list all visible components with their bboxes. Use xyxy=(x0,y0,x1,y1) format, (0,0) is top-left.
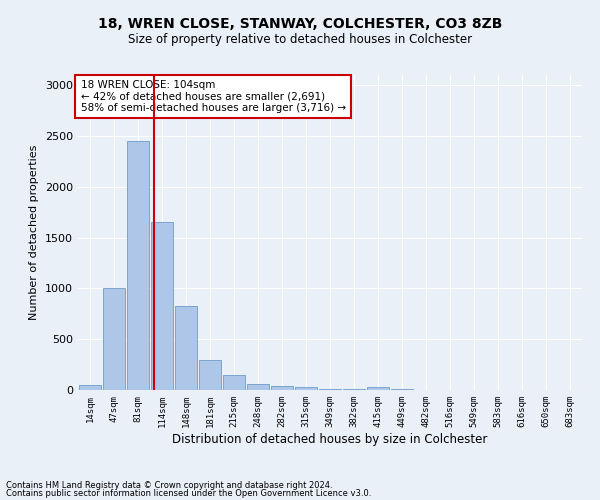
Text: Size of property relative to detached houses in Colchester: Size of property relative to detached ho… xyxy=(128,32,472,46)
Bar xyxy=(271,386,293,390)
Text: 18 WREN CLOSE: 104sqm
← 42% of detached houses are smaller (2,691)
58% of semi-d: 18 WREN CLOSE: 104sqm ← 42% of detached … xyxy=(80,80,346,113)
Bar xyxy=(127,141,149,390)
Bar xyxy=(247,384,269,390)
Text: 18, WREN CLOSE, STANWAY, COLCHESTER, CO3 8ZB: 18, WREN CLOSE, STANWAY, COLCHESTER, CO3… xyxy=(98,18,502,32)
Bar xyxy=(295,387,317,390)
Text: Contains public sector information licensed under the Open Government Licence v3: Contains public sector information licen… xyxy=(6,488,371,498)
Bar xyxy=(223,375,245,390)
Bar xyxy=(79,385,101,390)
Y-axis label: Number of detached properties: Number of detached properties xyxy=(29,145,40,320)
Bar xyxy=(151,222,173,390)
Bar xyxy=(199,360,221,390)
Bar xyxy=(103,288,125,390)
Bar xyxy=(367,387,389,390)
Text: Contains HM Land Registry data © Crown copyright and database right 2024.: Contains HM Land Registry data © Crown c… xyxy=(6,481,332,490)
Bar xyxy=(175,306,197,390)
X-axis label: Distribution of detached houses by size in Colchester: Distribution of detached houses by size … xyxy=(172,432,488,446)
